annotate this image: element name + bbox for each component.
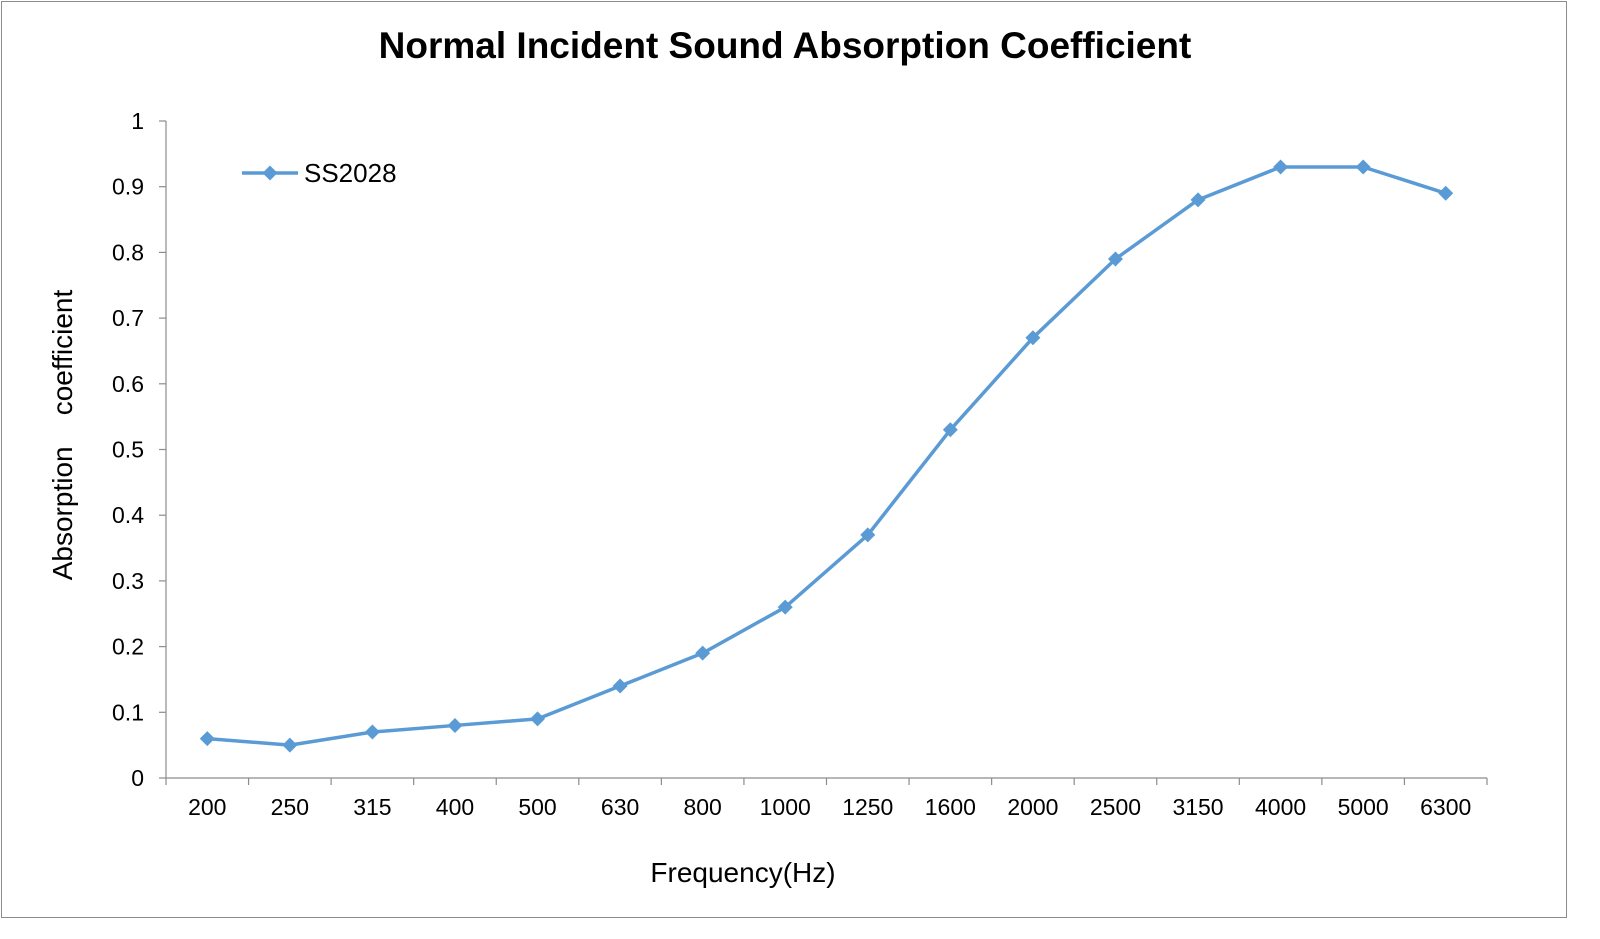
data-point xyxy=(282,737,298,753)
legend-label-ss2028: SS2028 xyxy=(304,158,397,188)
legend-marker xyxy=(262,165,278,181)
data-point xyxy=(777,599,793,615)
y-tick-label: 0.8 xyxy=(112,239,144,265)
axes xyxy=(159,120,1488,785)
legend: SS2028 xyxy=(242,158,397,188)
data-point xyxy=(860,527,876,543)
x-axis-title: Frequency(Hz) xyxy=(650,857,835,888)
y-tick-label: 0.5 xyxy=(112,437,144,463)
x-tick-label: 1250 xyxy=(842,794,893,820)
y-tick-label: 0.2 xyxy=(112,634,144,660)
data-point xyxy=(199,731,215,747)
data-point xyxy=(364,724,380,740)
y-axis-title: Absorption coefficient xyxy=(47,290,78,581)
data-point xyxy=(1107,251,1123,267)
x-tick-label: 800 xyxy=(683,794,721,820)
y-tick-label: 0.1 xyxy=(112,699,144,725)
x-tick-label: 6300 xyxy=(1420,794,1471,820)
data-point xyxy=(612,678,628,694)
data-point xyxy=(1355,159,1371,175)
data-point xyxy=(1273,159,1289,175)
data-point xyxy=(530,711,546,727)
data-point xyxy=(447,717,463,733)
y-tick-label: 0 xyxy=(131,765,144,791)
x-tick-label: 2000 xyxy=(1007,794,1058,820)
x-tick-label: 630 xyxy=(601,794,639,820)
x-tick-label: 500 xyxy=(518,794,556,820)
y-tick-label: 0.4 xyxy=(112,502,144,528)
data-point xyxy=(1438,185,1454,201)
y-tick-label: 0.9 xyxy=(112,174,144,200)
data-point xyxy=(1190,192,1206,208)
plot-area xyxy=(199,159,1454,753)
x-tick-label: 315 xyxy=(353,794,391,820)
y-tick-label: 1 xyxy=(131,108,144,134)
x-tick-label: 2500 xyxy=(1090,794,1141,820)
x-tick-label: 200 xyxy=(188,794,226,820)
data-point xyxy=(942,422,958,438)
x-tick-label: 400 xyxy=(436,794,474,820)
x-tick-label: 1000 xyxy=(760,794,811,820)
data-point xyxy=(1025,330,1041,346)
x-tick-label: 3150 xyxy=(1172,794,1223,820)
y-tick-label: 0.3 xyxy=(112,568,144,594)
y-tick-label: 0.7 xyxy=(112,305,144,331)
chart-frame xyxy=(1,1,1567,918)
y-tick-label: 0.6 xyxy=(112,371,144,397)
series-line xyxy=(207,165,1447,747)
x-tick-label: 1600 xyxy=(925,794,976,820)
chart-title: Normal Incident Sound Absorption Coeffic… xyxy=(379,25,1192,66)
tick-labels: 0 0.1 0.2 0.3 0.4 0.5 0.6 0.7 0.8 0.9 1 200 250 315 40… xyxy=(112,108,1471,820)
data-point xyxy=(695,645,711,661)
x-tick-label: 5000 xyxy=(1338,794,1389,820)
x-tick-label: 250 xyxy=(271,794,309,820)
x-tick-label: 4000 xyxy=(1255,794,1306,820)
